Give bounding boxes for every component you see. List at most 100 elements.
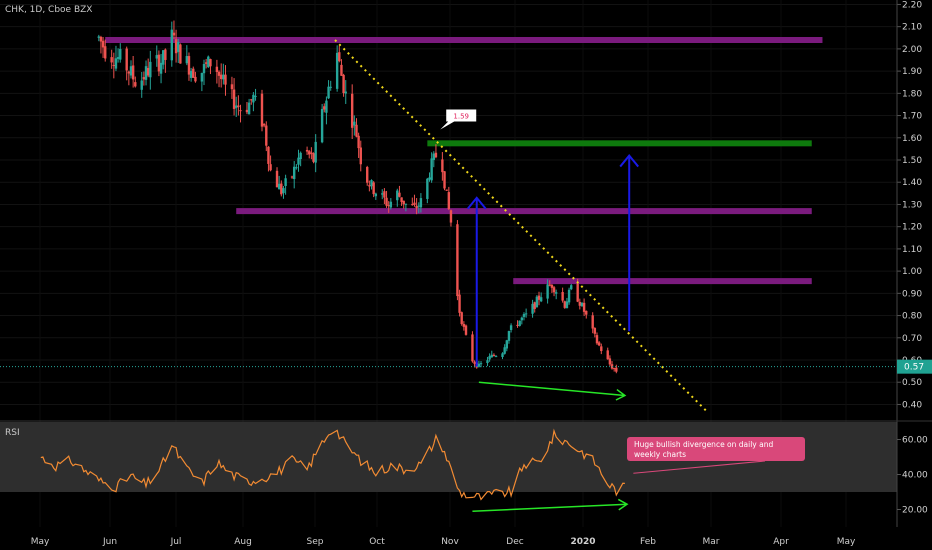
candle-body — [327, 86, 330, 99]
candle-body — [404, 203, 408, 205]
price-tick-label: 0.70 — [902, 334, 922, 344]
price-tick-label: 1.50 — [902, 156, 922, 166]
price-tick-label: 1.80 — [902, 89, 922, 99]
candle-body — [383, 191, 386, 198]
price-callout-label: 1.59 — [453, 113, 469, 121]
candle-body — [387, 205, 390, 207]
candle-body — [237, 105, 240, 108]
candle-body — [441, 159, 444, 173]
candle-body — [162, 50, 165, 65]
candle-body — [503, 347, 506, 354]
candle-body — [535, 296, 539, 308]
candle-body — [159, 62, 163, 74]
candle-body — [342, 74, 345, 94]
candle-body — [567, 289, 571, 303]
candle-body — [350, 93, 354, 128]
candle-body — [189, 70, 193, 78]
candle-body — [172, 32, 176, 36]
level-band-resistance-2.04 — [105, 37, 823, 43]
candle-body — [219, 74, 223, 80]
candle-body — [546, 284, 549, 299]
candle-body — [374, 193, 378, 197]
candle-body — [312, 153, 315, 162]
candle-body — [539, 297, 543, 302]
candle-body — [507, 331, 511, 341]
price-tick-label: 1.90 — [902, 67, 922, 77]
price-tick-label: 1.00 — [902, 267, 922, 277]
candle-body — [606, 350, 609, 360]
candle-body — [494, 356, 498, 358]
candle-body — [462, 324, 466, 327]
candle-body — [185, 56, 189, 64]
candle-body — [615, 367, 618, 372]
candle-body — [428, 177, 431, 180]
candle-body — [370, 180, 373, 187]
candle-body — [230, 84, 234, 90]
candle-body — [445, 189, 448, 191]
price-tick-label: 2.20 — [902, 0, 922, 10]
price-tick-label: 0.80 — [902, 312, 922, 322]
rsi-divergence-line — [472, 503, 628, 512]
candle-body — [550, 284, 554, 288]
candle-body — [372, 182, 375, 195]
candle-body — [591, 315, 594, 329]
candle-body — [389, 201, 393, 208]
candle-body — [217, 71, 221, 76]
candle-body — [202, 64, 206, 74]
candle-body — [260, 93, 264, 127]
candle-body — [582, 302, 586, 312]
candle-body — [597, 342, 601, 346]
price-divergence-line — [478, 381, 625, 397]
candle-body — [305, 150, 309, 152]
annotation-pointer — [633, 460, 766, 474]
candle-body — [104, 46, 107, 59]
candle-body — [215, 66, 219, 73]
candle-body — [359, 147, 362, 165]
candle-body — [308, 151, 311, 155]
candle-body — [323, 106, 326, 110]
candle-body — [207, 56, 210, 68]
rsi-label: RSI — [5, 428, 20, 438]
candle-body — [563, 301, 566, 308]
candle-body — [112, 64, 116, 66]
candle-body — [140, 80, 143, 90]
candle-body — [200, 72, 204, 82]
target-arrow-head — [619, 153, 639, 168]
price-tick-label: 1.10 — [902, 245, 922, 255]
candle-body — [415, 205, 418, 209]
candle-body — [402, 200, 405, 205]
last-price-marker: 0.57 — [0, 359, 932, 374]
candle-body — [284, 178, 287, 186]
candle-body — [516, 324, 519, 326]
candle-body — [129, 66, 133, 76]
price-callout-shape — [440, 109, 477, 130]
candle-body — [127, 71, 131, 74]
candle-body — [464, 325, 468, 335]
candle-body — [419, 198, 423, 208]
candle-body — [269, 164, 272, 171]
annotation-text-line2: weekly charts — [634, 450, 686, 459]
divergence-annotation: Huge bullish divergence on daily and wee… — [627, 437, 805, 474]
candle-body — [608, 358, 612, 365]
candle-body — [561, 292, 564, 301]
rsi-line — [40, 428, 625, 501]
candle-body — [355, 124, 358, 137]
candle-body — [417, 205, 420, 207]
target-arrow-head — [466, 196, 487, 210]
candle-body — [505, 340, 509, 349]
candle-body — [533, 302, 536, 309]
candle-body — [460, 312, 463, 325]
candle-body — [565, 301, 569, 309]
price-tick-label: 1.40 — [902, 178, 922, 188]
time-tick-label: Nov — [441, 537, 459, 547]
candle-body — [477, 363, 481, 367]
last-price-box — [897, 359, 932, 374]
candle-body — [280, 183, 283, 195]
candle-body — [146, 67, 150, 76]
candle-body — [595, 335, 599, 344]
candle-body — [338, 52, 341, 62]
candle-body — [486, 360, 489, 364]
candle-body — [290, 176, 294, 178]
candle-body — [447, 192, 451, 210]
candle-body — [116, 57, 120, 59]
